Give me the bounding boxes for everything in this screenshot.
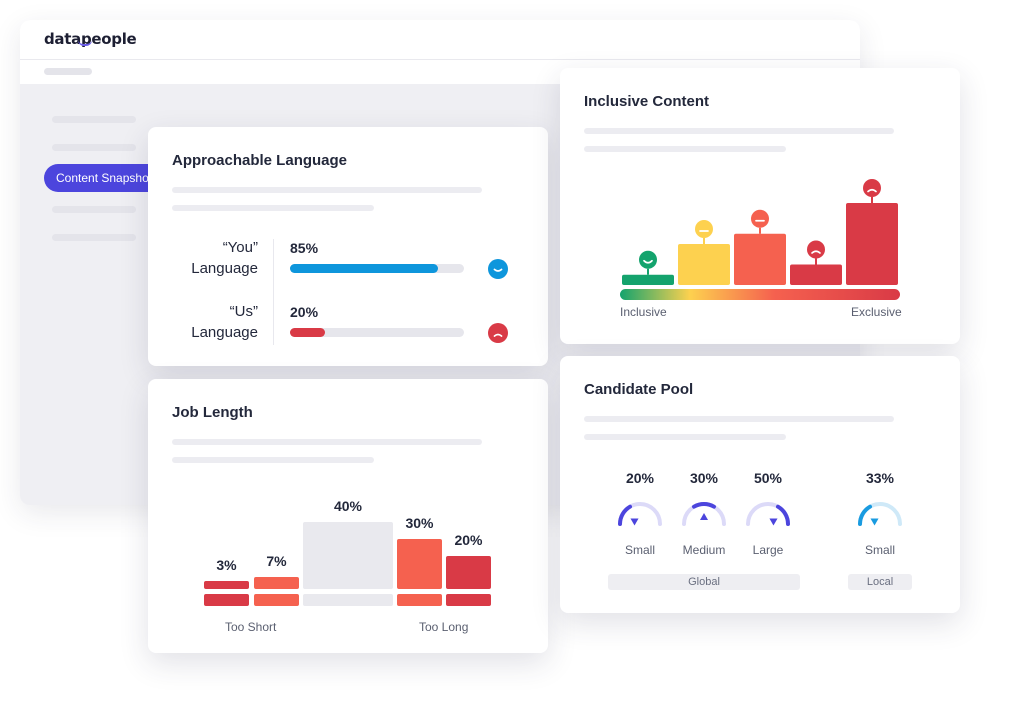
gauge-low [858, 502, 902, 526]
text-skeleton [584, 434, 786, 440]
too-short-label: Too Short [225, 620, 277, 634]
sad-face-icon [863, 179, 881, 203]
candidate-pool-gauges [618, 502, 902, 526]
text-skeleton [172, 457, 374, 463]
gauge-label: Medium [682, 543, 726, 557]
sad-face-icon [488, 323, 508, 343]
label-line: “You” [222, 239, 258, 256]
text-skeleton [172, 187, 482, 193]
sidebar-item-placeholder[interactable] [52, 206, 136, 213]
job-length-bar [254, 577, 299, 589]
text-skeleton [172, 205, 374, 211]
card-title: Approachable Language [172, 152, 348, 169]
local-group-label: Local [848, 574, 912, 590]
inclusive-content-bar [846, 203, 898, 285]
divider [273, 239, 274, 345]
card-title: Inclusive Content [584, 93, 710, 110]
inclusive-content-bar [790, 264, 842, 285]
inclusive-content-bar [622, 274, 674, 285]
approachable-language-card: Approachable Language “You” Language 85%… [148, 127, 548, 366]
job-length-value-label: 40% [333, 498, 363, 514]
text-skeleton [584, 416, 894, 422]
job-length-bar [446, 555, 491, 589]
gauge-percent: 33% [865, 470, 895, 486]
inclusive-content-card: Inclusive Content Inclusive Exclusive [560, 68, 960, 344]
job-length-chart: 3% 7% 40% 30% 20% [148, 379, 548, 653]
inclusive-content-chart [620, 179, 900, 300]
us-language-label: “Us” Language [148, 301, 258, 343]
too-long-label: Too Long [419, 620, 469, 634]
job-length-value-label: 3% [216, 557, 237, 573]
job-length-value-label: 20% [454, 531, 483, 548]
inclusive-label: Inclusive [620, 305, 667, 319]
inclusive-content-bar [678, 244, 730, 285]
us-language-percent: 20% [290, 304, 319, 320]
text-skeleton [172, 439, 482, 445]
you-language-percent: 85% [290, 240, 319, 256]
job-length-bar-base [397, 594, 442, 606]
label-line: “Us” [229, 303, 258, 320]
sidebar-item-placeholder[interactable] [52, 116, 136, 123]
job-length-bar-base [204, 594, 249, 606]
job-length-value-label: 30% [405, 514, 434, 531]
gauge-high [746, 502, 790, 526]
candidate-pool-card: Candidate Pool 20% 30% 50% 33% Small Med… [560, 356, 960, 613]
happy-face-icon [639, 250, 657, 275]
label-line: Language [191, 324, 258, 341]
global-group-label: Global [608, 574, 800, 590]
job-length-bar-base [446, 594, 491, 606]
inclusivity-gradient-bar [620, 289, 900, 300]
job-length-bar [397, 538, 442, 589]
neutral-face-icon [695, 220, 713, 244]
text-skeleton [584, 146, 786, 152]
label-line: Language [191, 260, 258, 277]
happy-face-icon [488, 259, 508, 279]
card-title: Candidate Pool [584, 381, 694, 398]
job-length-bar [204, 581, 249, 589]
datapeople-logo[interactable]: datapeople [44, 30, 137, 48]
gauge-label: Small [624, 543, 655, 557]
exclusive-label: Exclusive [851, 305, 902, 319]
card-title: Job Length [172, 404, 253, 421]
gauge-percent: 20% [625, 470, 655, 486]
job-length-bar-base [254, 594, 299, 606]
gauge-label: Large [752, 543, 784, 557]
sidebar-item-placeholder[interactable] [52, 234, 136, 241]
text-skeleton [584, 128, 894, 134]
you-language-progress [290, 264, 464, 273]
subbar-placeholder [44, 68, 92, 75]
gauge-percent: 50% [753, 470, 783, 486]
progress-fill [290, 328, 325, 337]
job-length-bar [303, 522, 393, 589]
gauge-low [618, 502, 662, 526]
job-length-value-label: 7% [266, 553, 287, 570]
progress-fill [290, 264, 438, 273]
sad-face-icon [807, 240, 825, 265]
neutral-face-icon [751, 209, 769, 234]
gauge-medium [682, 502, 726, 526]
gauge-label: Small [864, 543, 895, 557]
you-language-label: “You” Language [148, 237, 258, 279]
inclusive-content-bar [734, 233, 786, 285]
sidebar-item-placeholder[interactable] [52, 144, 136, 151]
app-topbar: datapeople [20, 20, 860, 60]
job-length-card: Job Length 3% 7% 40% 30% 20% Too Short Too L… [148, 379, 548, 653]
job-length-bar-base [303, 594, 393, 606]
gauge-percent: 30% [689, 470, 719, 486]
logo-smile-icon [78, 40, 92, 46]
us-language-progress [290, 328, 464, 337]
